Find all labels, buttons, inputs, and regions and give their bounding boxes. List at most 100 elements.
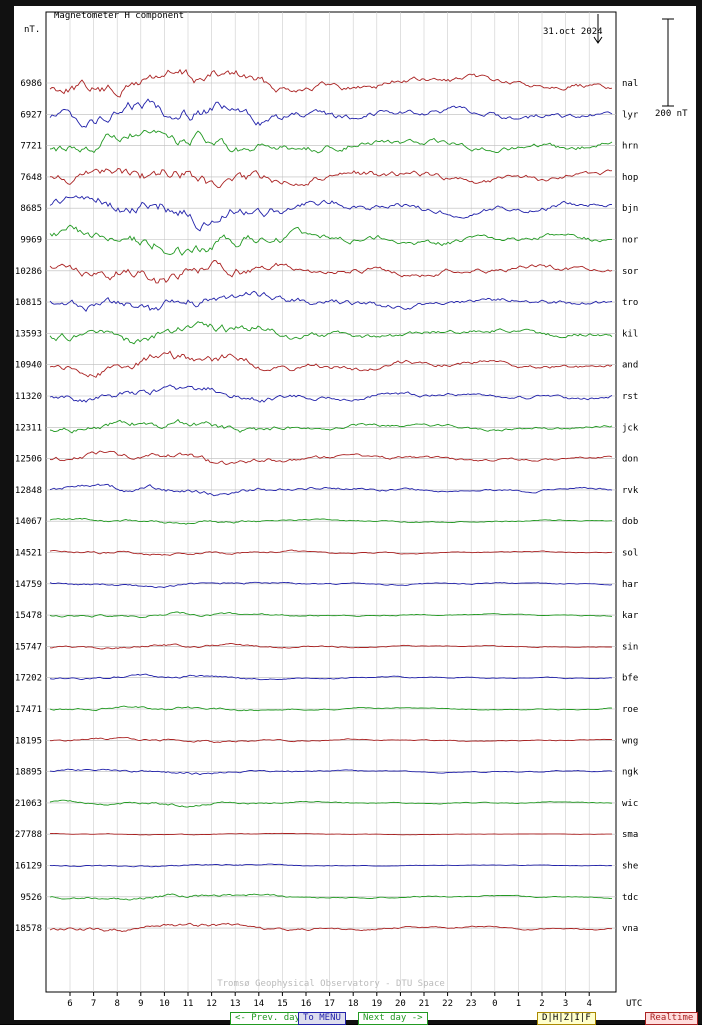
station-code: vna <box>622 924 638 934</box>
station-trace <box>49 863 613 868</box>
unit-label: nT. <box>24 25 40 35</box>
station-trace <box>49 799 613 808</box>
x-tick-label: 7 <box>91 999 96 1009</box>
station-trace <box>49 673 613 681</box>
station-code: wic <box>622 799 638 809</box>
station-trace <box>49 483 613 497</box>
station-trace <box>49 290 613 312</box>
station-baseline-value: 10815 <box>15 298 42 308</box>
station-baseline-value: 9969 <box>20 236 42 246</box>
footer-credit: Tromsø Geophysical Observatory - DTU Spa… <box>217 979 445 989</box>
station-baseline-value: 14759 <box>15 580 42 590</box>
x-tick-label: 16 <box>301 999 312 1009</box>
station-code: rst <box>622 392 638 402</box>
x-tick-label: 10 <box>159 999 170 1009</box>
station-trace <box>49 611 613 619</box>
station-baseline-value: 10940 <box>15 361 42 371</box>
station-trace <box>49 98 613 128</box>
station-trace <box>49 705 613 712</box>
station-code: lyr <box>622 110 639 120</box>
station-trace <box>49 581 613 589</box>
station-code: bjn <box>622 204 638 214</box>
station-trace <box>50 737 613 743</box>
station-baseline-value: 13593 <box>15 329 42 339</box>
chart-title: Magnetometer H component <box>54 11 184 21</box>
x-tick-label: 8 <box>114 999 119 1009</box>
station-baseline-value: 6927 <box>20 110 42 120</box>
plot-frame <box>45 11 617 993</box>
x-tick-label: 17 <box>324 999 335 1009</box>
station-trace <box>49 129 613 154</box>
x-tick-label: 4 <box>586 999 591 1009</box>
station-baseline-value: 7648 <box>20 173 42 183</box>
station-trace <box>49 224 612 256</box>
station-trace <box>49 832 612 836</box>
station-trace <box>49 643 613 650</box>
x-tick-label: 1 <box>516 999 521 1009</box>
x-tick-label: 21 <box>419 999 430 1009</box>
x-unit-label: UTC <box>626 999 642 1009</box>
x-tick-label: 12 <box>206 999 217 1009</box>
station-code: kil <box>622 329 638 339</box>
station-baseline-value: 14067 <box>15 517 42 527</box>
x-tick-label: 2 <box>539 999 544 1009</box>
station-code: don <box>622 455 638 465</box>
station-baseline-value: 14521 <box>15 549 42 559</box>
station-code: sor <box>622 267 639 277</box>
station-code: and <box>622 361 638 371</box>
station-baseline-value: 15747 <box>15 642 42 652</box>
station-code: bfe <box>622 674 638 684</box>
x-tick-label: 0 <box>492 999 497 1009</box>
station-baseline-value: 7721 <box>20 142 42 152</box>
x-tick-label: 6 <box>67 999 72 1009</box>
station-code: tro <box>622 298 638 308</box>
station-baseline-value: 12848 <box>15 486 42 496</box>
station-baseline-value: 17471 <box>15 705 42 715</box>
x-tick-label: 3 <box>563 999 568 1009</box>
station-baseline-value: 11320 <box>15 392 42 402</box>
station-code: dob <box>622 517 638 527</box>
station-code: jck <box>622 423 639 433</box>
x-tick-label: 18 <box>348 999 359 1009</box>
station-baseline-value: 6986 <box>20 79 42 89</box>
station-trace <box>49 418 613 434</box>
station-code: wng <box>622 736 638 746</box>
scale-label: 200 nT <box>655 109 688 119</box>
station-code: nal <box>622 79 638 89</box>
x-tick-label: 20 <box>395 999 406 1009</box>
x-tick-label: 13 <box>230 999 241 1009</box>
x-tick-label: 22 <box>442 999 453 1009</box>
x-tick-label: 11 <box>183 999 194 1009</box>
station-code: sma <box>622 830 638 840</box>
station-baseline-value: 10286 <box>15 267 42 277</box>
station-baseline-value: 18578 <box>15 924 42 934</box>
station-trace <box>49 260 613 284</box>
station-trace <box>49 68 613 98</box>
station-baseline-value: 27788 <box>15 830 42 840</box>
x-tick-label: 14 <box>253 999 264 1009</box>
x-tick-label: 19 <box>371 999 382 1009</box>
station-trace <box>49 893 613 901</box>
menu-button[interactable]: To MENU <box>298 1012 346 1025</box>
next-day-button[interactable]: Next day -> <box>358 1012 428 1025</box>
station-trace <box>49 384 613 403</box>
station-trace <box>49 517 613 525</box>
station-baseline-value: 16129 <box>15 862 42 872</box>
magnetometer-chart: 6 7 8 9 10 11 12 13 14 15 16 17 18 19 20 21 22 23 0 1 2 3 4 UTC… <box>15 11 688 1009</box>
realtime-button[interactable]: Realtime <box>645 1012 699 1025</box>
station-code: kar <box>622 611 639 621</box>
station-code: tdc <box>622 893 638 903</box>
station-trace <box>49 195 613 232</box>
component-selector[interactable]: D|H|Z|I|F <box>537 1012 596 1025</box>
x-tick-label: 15 <box>277 999 288 1009</box>
date-label: 31.oct 2024 <box>543 27 603 37</box>
now-marker-arrowhead <box>593 36 603 44</box>
station-baseline-value: 17202 <box>15 674 42 684</box>
station-code: hrn <box>622 142 638 152</box>
x-tick-label: 23 <box>466 999 477 1009</box>
station-code: roe <box>622 705 638 715</box>
station-trace <box>49 450 613 465</box>
prev-day-button[interactable]: <- Prev. day <box>230 1012 306 1025</box>
station-code: har <box>622 580 639 590</box>
